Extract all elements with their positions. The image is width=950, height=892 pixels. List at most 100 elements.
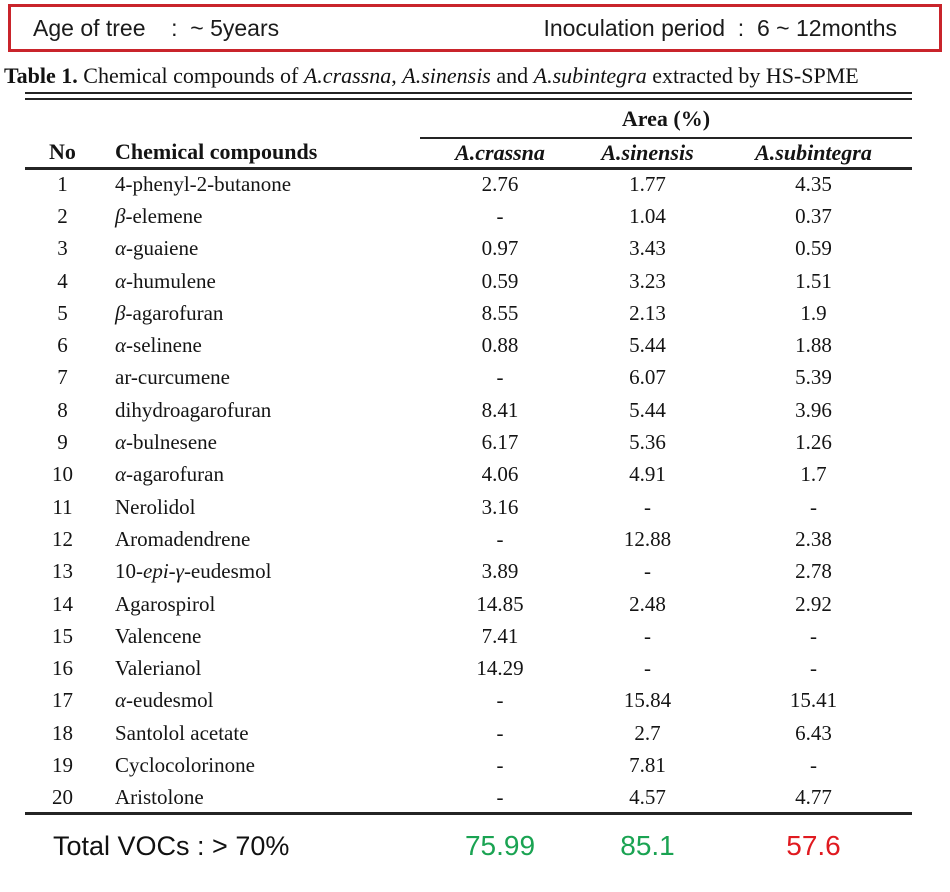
table-row: 5 β-agarofuran 8.55 2.13 1.9 (25, 297, 912, 329)
compound-name: α-guaiene (115, 236, 199, 261)
compound-name: β-elemene (115, 203, 203, 228)
area-percent-value: - (810, 752, 817, 777)
area-percent-value: - (496, 203, 504, 228)
area-percent-value: 15.41 (789, 688, 838, 713)
area-percent-value: 5.44 (629, 397, 666, 422)
table-row: 6 α-selinene 0.88 5.44 1.88 (25, 329, 912, 361)
total-vocs-label: Total VOCs : > 70% (53, 830, 290, 861)
row-number: 11 (52, 494, 73, 519)
area-percent-value: 3.16 (481, 494, 519, 519)
compound-name: Valencene (115, 623, 202, 648)
area-percent-value: 0.97 (481, 236, 519, 261)
compound-name: Valerianol (115, 656, 202, 681)
area-percent-value: - (810, 656, 817, 681)
area-percent-value: - (496, 784, 504, 809)
area-percent-value: 6.43 (795, 720, 832, 745)
compound-name: Agarospirol (115, 591, 216, 616)
table-row: 19 Cyclocolorinone - 7.81 - (25, 749, 912, 781)
area-percent-value: 4.06 (481, 462, 519, 487)
area-percent-value: 5.44 (629, 333, 666, 358)
table-row: 16 Valerianol 14.29 - - (25, 652, 912, 684)
area-percent-value: 14.85 (476, 591, 524, 616)
table-body: 1 4-phenyl-2-butanone 2.76 1.77 4.35 2 β-eleme… (25, 168, 912, 814)
row-number: 17 (52, 688, 73, 713)
total-vocs-value: 75.99 (464, 830, 536, 862)
compound-name: 10-epi-γ-eudesmol (115, 559, 272, 584)
info-banner: Age of tree : ~ 5years Inoculation perio… (8, 4, 942, 52)
row-number: 15 (52, 623, 73, 648)
area-percent-value: 1.77 (629, 172, 666, 197)
row-number: 20 (52, 784, 73, 809)
row-number: 1 (57, 172, 68, 197)
area-percent-value: 12.88 (623, 526, 672, 551)
row-number: 8 (57, 397, 68, 422)
row-number: 12 (52, 526, 73, 551)
area-percent-value: 2.78 (795, 559, 832, 584)
compounds-table: Area (%) No Chemical compounds A.crassna… (25, 100, 912, 816)
caption-text: Chemical compounds of A.crassna, A.sinen… (77, 63, 859, 88)
area-percent-value: - (810, 494, 817, 519)
table-caption: Table 1. Chemical compounds of A.crassna… (4, 59, 942, 92)
table-row: 10 α-agarofuran 4.06 4.91 1.7 (25, 459, 912, 491)
compound-name: α-selinene (115, 333, 202, 358)
compound-name: Cyclocolorinone (115, 752, 255, 777)
area-percent-value: 0.59 (795, 236, 832, 261)
area-header-row: Area (%) (25, 100, 912, 139)
area-percent-value: 2.7 (634, 720, 661, 745)
area-percent-value: - (644, 559, 651, 584)
area-percent-value: 5.36 (629, 430, 666, 455)
area-percent-value: - (496, 752, 504, 777)
area-percent-value: - (496, 688, 504, 713)
table-row: 15 Valencene 7.41 - - (25, 620, 912, 652)
row-number: 10 (52, 462, 73, 487)
row-number: 16 (52, 656, 73, 681)
area-percent-value: 7.81 (629, 752, 666, 777)
caption-label: Table 1. (4, 63, 78, 88)
area-percent-value: 5.39 (795, 365, 832, 390)
compound-name: β-agarofuran (115, 300, 224, 325)
row-number: 19 (52, 752, 73, 777)
compound-name: α-agarofuran (115, 462, 224, 487)
row-number: 2 (57, 203, 68, 228)
compound-name: Aristolone (115, 784, 204, 809)
table-row: 9 α-bulnesene 6.17 5.36 1.26 (25, 426, 912, 458)
compound-name: Aromadendrene (115, 526, 251, 551)
table-row: 13 10-epi-γ-eudesmol 3.89 - 2.78 (25, 556, 912, 588)
compound-name: Nerolidol (115, 494, 196, 519)
area-percent-value: - (644, 656, 651, 681)
area-percent-value: 6.17 (481, 430, 519, 455)
column-header-row: No Chemical compounds A.crassna A.sinens… (25, 138, 912, 170)
area-percent-value: - (496, 365, 504, 390)
area-percent-value: - (810, 623, 817, 648)
table-row: 2 β-elemene - 1.04 0.37 (25, 200, 912, 232)
area-percent-value: 0.59 (481, 268, 519, 293)
inoculation-period-text: Inoculation period : 6 ~ 12months (543, 14, 897, 41)
compound-name: Santolol acetate (115, 720, 249, 745)
area-percent-value: 1.9 (800, 300, 827, 325)
compound-name: α-bulnesene (115, 430, 217, 455)
area-percent-value: 2.92 (795, 591, 832, 616)
table-row: 11 Nerolidol 3.16 - - (25, 491, 912, 523)
area-percent-value: 0.37 (795, 203, 832, 228)
table-row: 8 dihydroagarofuran 8.41 5.44 3.96 (25, 394, 912, 426)
compound-name: dihydroagarofuran (115, 397, 272, 422)
col-header-compound: Chemical compounds (100, 138, 420, 170)
tree-age-text: Age of tree : ~ 5years (33, 14, 280, 41)
area-percent-value: 8.55 (481, 300, 519, 325)
area-percent-value: 3.96 (795, 397, 832, 422)
area-percent-value: 1.88 (795, 333, 832, 358)
spacer-cell (25, 100, 420, 138)
table-top-rule (25, 92, 912, 100)
area-percent-value: 2.48 (629, 591, 666, 616)
table-row: 1 4-phenyl-2-butanone 2.76 1.77 4.35 (25, 168, 912, 200)
area-percent-value: - (644, 494, 651, 519)
row-number: 6 (57, 333, 68, 358)
compound-name: α-eudesmol (115, 688, 214, 713)
area-percent-value: - (496, 720, 504, 745)
area-percent-value: 15.84 (623, 688, 672, 713)
row-number: 18 (52, 720, 73, 745)
area-percent-value: 6.07 (629, 365, 666, 390)
area-percent-value: 4.35 (795, 172, 832, 197)
row-number: 7 (57, 365, 68, 390)
col-header-asinensis: A.sinensis (580, 138, 715, 170)
